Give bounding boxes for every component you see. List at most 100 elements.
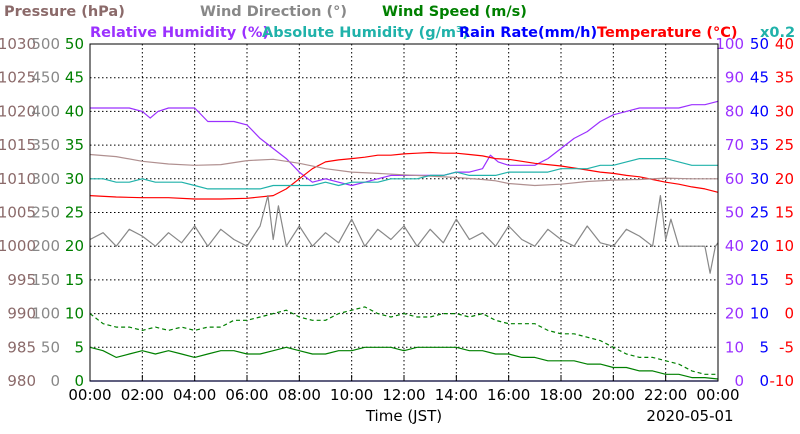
y-tick-label: 90 [725,69,744,87]
x-tick-label: 10:00 [330,386,373,404]
y-tick-label: 40 [775,35,794,53]
y-tick-label: 1010 [0,170,36,188]
y-tick-label: 20 [750,237,769,255]
y-tick-label: 200 [31,237,60,255]
y-tick-label: 350 [31,136,60,154]
x-tick-label: 14:00 [435,386,478,404]
y-tick-label: 80 [725,102,744,120]
y-tick-label: 5 [74,338,84,356]
y-tick-label: 5 [784,271,794,289]
x-tick-label: 04:00 [173,386,216,404]
y-tick-label: 70 [725,136,744,154]
y-tick-label: 40 [750,102,769,120]
y-tick-label: 20 [725,305,744,323]
y-tick-label: 25 [750,204,769,222]
y-tick-label: 15 [775,204,794,222]
y-tick-label: 50 [65,35,84,53]
title-row-2: Relative Humidity (%)Absolute Humidity (… [90,25,795,41]
y-tick-label: 20 [775,170,794,188]
y-tick-label: 45 [65,69,84,87]
y-tick-label: 40 [725,237,744,255]
title-item: Relative Humidity (%) [90,25,269,41]
x-tick-label: 00:00 [696,386,739,404]
series-line-temperature-c [89,151,719,200]
x-tick-label: 16:00 [487,386,530,404]
title-item: Wind Direction (°) [200,4,347,20]
y-tick-label: 0 [759,372,769,390]
y-tick-label: 0 [50,372,60,390]
x-tick-label: 06:00 [225,386,268,404]
y-tick-label: 0 [784,305,794,323]
x-axis-label: Time (JST) [365,407,442,425]
y-tick-label: 400 [31,102,60,120]
y-tick-label: 1015 [0,136,36,154]
y-tick-label: -10 [770,372,795,390]
left-axes: 1030102510201015101010051000995990985980… [0,35,84,390]
title-item: Rain Rate(mm/h) [459,25,597,41]
x-tick-label: 18:00 [539,386,582,404]
y-tick-label: 10 [750,305,769,323]
y-tick-label: 30 [750,170,769,188]
y-tick-label: 1000 [0,237,36,255]
y-tick-label: 0 [734,372,744,390]
y-tick-label: 100 [31,305,60,323]
y-tick-label: 25 [775,136,794,154]
y-tick-label: 35 [775,69,794,87]
y-tick-label: 10 [65,305,84,323]
y-tick-label: 1005 [0,204,36,222]
y-tick-label: 1020 [0,102,36,120]
y-tick-label: 10 [775,237,794,255]
y-tick-label: 50 [725,204,744,222]
y-tick-label: 30 [65,170,84,188]
y-tick-label: 35 [65,136,84,154]
y-tick-label: 30 [725,271,744,289]
x-tick-label: 12:00 [382,386,425,404]
y-tick-label: 985 [7,338,36,356]
title-item: Temperature (°C) [597,25,738,41]
title-item: Absolute Humidity (g/m³) [262,25,469,41]
x-tick-label: 02:00 [121,386,164,404]
right-axes: 1009080706050403020100504540353025201510… [715,35,794,390]
y-tick-label: 60 [725,170,744,188]
x-tick-label: 22:00 [644,386,687,404]
series-line-pressure-hpa [89,153,718,187]
y-tick-label: 15 [65,271,84,289]
x-tick-label: 08:00 [278,386,321,404]
x-axis-ticks: 00:00 02:00 04:00 06:00 08:00 10:00 12:00 14:00… [68,375,740,404]
y-tick-label: 30 [775,102,794,120]
y-tick-label: 995 [7,271,36,289]
y-tick-label: 45 [750,69,769,87]
y-tick-label: 15 [750,271,769,289]
series-line-wind-direction [89,195,719,274]
y-tick-label: 1030 [0,35,36,53]
series-line-absolute-humidity-g-m [90,158,718,190]
series-line-wind-speed-m-s [89,346,719,380]
title-row-1: Pressure (hPa) Wind Direction (°) Wind Spe… [4,4,527,20]
date-label: 2020-05-01 [646,407,733,425]
y-tick-label: 0 [74,372,84,390]
y-tick-label: 5 [759,338,769,356]
y-tick-label: 50 [41,338,60,356]
title-item: Pressure (hPa) [4,4,125,20]
y-tick-label: 35 [750,136,769,154]
y-tick-label: 450 [31,69,60,87]
y-tick-label: 990 [7,305,36,323]
y-tick-label: 250 [31,204,60,222]
y-tick-label: 20 [65,237,84,255]
y-tick-label: -5 [779,338,794,356]
y-tick-label: 300 [31,170,60,188]
y-tick-label: 10 [725,338,744,356]
x-tick-label: 00:00 [68,386,111,404]
title-item: x0.2 [760,25,795,41]
y-tick-label: 25 [65,204,84,222]
y-tick-label: 980 [7,372,36,390]
title-item: Wind Speed (m/s) [382,4,527,20]
series-line-wind-gust-m-s [89,306,718,375]
y-tick-label: 50 [750,35,769,53]
y-tick-label: 1025 [0,69,36,87]
y-tick-label: 500 [31,35,60,53]
grid [90,44,718,381]
plot-area [89,100,719,382]
y-tick-label: 100 [715,35,744,53]
